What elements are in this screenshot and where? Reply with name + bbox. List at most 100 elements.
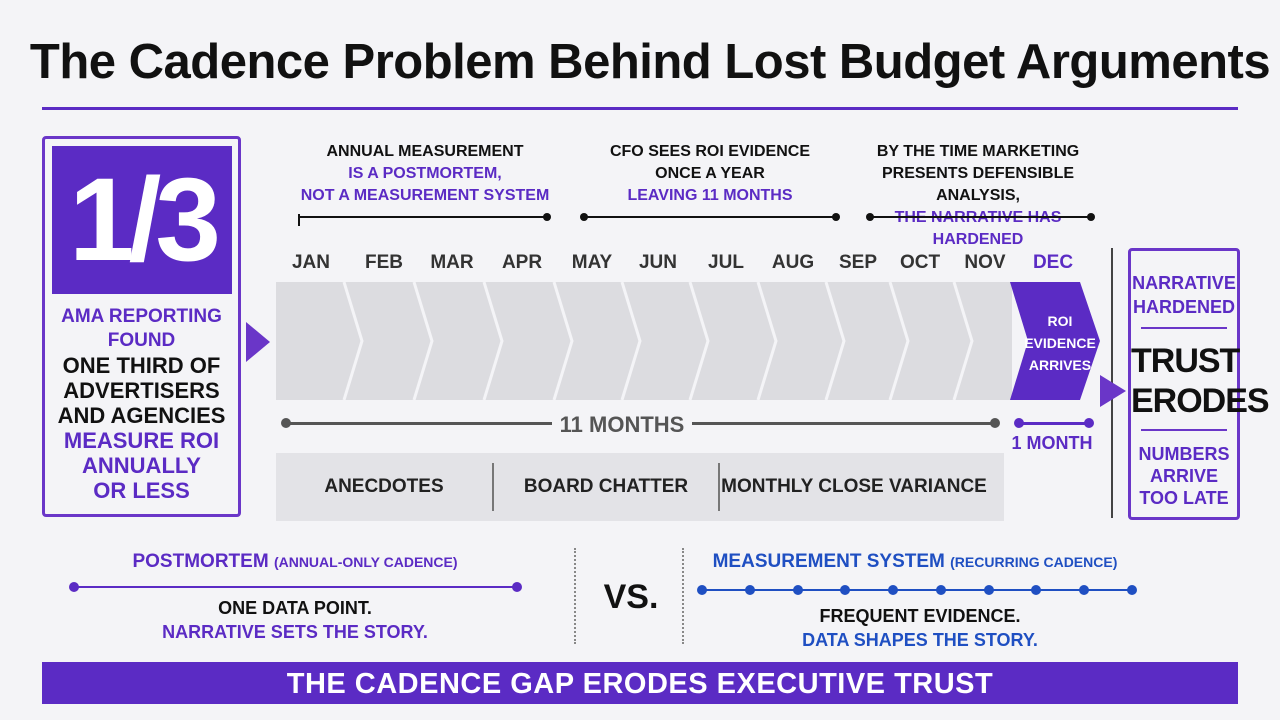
one-month-label: 1 MONTH: [1011, 433, 1093, 453]
arrow-right-icon: [246, 322, 270, 362]
vs-label: VS.: [603, 578, 659, 616]
measurement-dot: [1127, 585, 1137, 595]
bracket-line: [584, 216, 836, 218]
month-span-dot: [1084, 418, 1094, 428]
page-title: The Cadence Problem Behind Lost Budget A…: [29, 35, 1271, 89]
measurement-dot: [1031, 585, 1042, 595]
month-chevron-band: [276, 282, 1100, 400]
month-label-oct: OCT: [899, 252, 941, 273]
divider-dotted: [574, 548, 576, 644]
month-span-line: [1018, 422, 1088, 425]
footer-banner: THE CADENCE GAP ERODES EXECUTIVE TRUST: [42, 662, 1238, 704]
measurement-dot: [840, 585, 851, 595]
trust-card-line: NUMBERS: [1138, 444, 1230, 464]
stat-line: ONE THIRD OF: [62, 353, 221, 378]
title-divider: [42, 107, 1238, 110]
bracket-dot: [543, 213, 551, 221]
divider-dotted: [682, 548, 684, 644]
signal-divider: [492, 463, 494, 511]
month-label-mar: MAR: [430, 252, 474, 273]
eleven-months-label: 11 MONTHS: [559, 412, 685, 437]
month-label-nov: NOV: [964, 252, 1006, 273]
trust-card-line: TRUST: [1131, 342, 1240, 380]
stat-card: 1/3 AMA REPORTING FOUND ONE THIRD OF ADV…: [42, 136, 241, 517]
callout-cfo: CFO SEES ROI EVIDENCE ONCE A YEAR LEAVIN…: [580, 141, 840, 207]
callout-postmortem: ANNUAL MEASUREMENT IS A POSTMORTEM, NOT …: [300, 141, 550, 207]
chevron-band-fill: [276, 282, 1012, 400]
postmortem-line-2: NARRATIVE SETS THE STORY.: [162, 622, 428, 642]
trust-card-bottom: NUMBERS ARRIVE TOO LATE: [1131, 443, 1237, 509]
measurement-line-1: FREQUENT EVIDENCE.: [819, 606, 1021, 626]
signal-board-chatter: BOARD CHATTER: [523, 476, 689, 497]
trust-card-divider: [1141, 429, 1227, 431]
stat-description: AMA REPORTING FOUND ONE THIRD OF ADVERTI…: [45, 305, 238, 503]
trust-card-line: ARRIVE: [1149, 466, 1218, 486]
postmortem-line-1: ONE DATA POINT.: [218, 598, 372, 618]
postmortem-text: ONE DATA POINT. NARRATIVE SETS THE STORY…: [100, 596, 490, 644]
postmortem-title: POSTMORTEM: [132, 551, 269, 572]
signal-anecdotes: ANECDOTES: [324, 476, 444, 497]
measurement-dot: [744, 585, 755, 595]
callout-narrative: BY THE TIME MARKETING PRESENTS DEFENSIBL…: [858, 141, 1098, 251]
measurement-title: MEASUREMENT SYSTEM: [712, 551, 945, 572]
stat-line: AMA REPORTING: [61, 306, 222, 327]
measurement-subtitle: (RECURRING CADENCE): [950, 554, 1118, 570]
month-label-jun: JUN: [638, 252, 677, 273]
callout-line: IS A POSTMORTEM,: [348, 165, 502, 182]
postmortem-heading: POSTMORTEM (ANNUAL-ONLY CADENCE): [70, 551, 520, 573]
stat-line: OR LESS: [93, 478, 190, 503]
measurement-line: [702, 589, 1130, 591]
postmortem-line: [73, 586, 515, 588]
bracket-dot: [1087, 213, 1095, 221]
arrow-right-icon: [1100, 375, 1126, 407]
dec-label-line: EVIDENCE: [1024, 335, 1096, 351]
span-line: [286, 422, 552, 425]
trust-card-divider: [1141, 327, 1227, 329]
stat-line: ADVERTISERS: [63, 378, 220, 403]
measurement-dot: [697, 585, 707, 595]
trust-card: NARRATIVE HARDENED TRUST ERODES NUMBERS …: [1128, 248, 1270, 520]
measurement-dot: [983, 585, 994, 595]
signal-divider: [718, 463, 720, 511]
span-line: [692, 422, 994, 425]
stat-line: MEASURE ROI: [63, 428, 220, 453]
dec-label-line: ROI: [1047, 313, 1073, 329]
callout-line: ANNUAL MEASUREMENT: [326, 143, 524, 160]
trust-card-line: TOO LATE: [1139, 488, 1229, 508]
trust-card-line: ERODES: [1131, 382, 1270, 420]
bracket-line: [298, 216, 546, 218]
stat-line: FOUND: [107, 330, 176, 351]
callout-line: BY THE TIME MARKETING: [876, 143, 1080, 160]
signals-bar: ANECDOTES BOARD CHATTER MONTHLY CLOSE VA…: [276, 453, 1004, 521]
trust-card-line: HARDENED: [1132, 297, 1235, 317]
measurement-dot: [888, 585, 899, 595]
callout-line: LEAVING 11 MONTHS: [627, 187, 793, 204]
postmortem-dot: [512, 582, 522, 592]
month-label-dec: DEC: [1032, 252, 1074, 273]
month-label-jan: JAN: [291, 252, 330, 273]
measurement-dot: [792, 585, 803, 595]
callout-line: ONCE A YEAR: [655, 165, 765, 182]
callout-line: NOT A MEASUREMENT SYSTEM: [300, 187, 550, 204]
callout-line: PRESENTS DEFENSIBLE ANALYSIS,: [881, 165, 1075, 204]
month-label-jul: JUL: [708, 252, 744, 273]
stat-line: ANNUALLY: [82, 453, 201, 478]
measurement-dot: [1079, 585, 1090, 595]
dec-chevron-label: ROI EVIDENCE ARRIVES: [1020, 310, 1100, 376]
bracket-tick: [298, 214, 300, 226]
callout-line: CFO SEES ROI EVIDENCE: [609, 143, 811, 160]
bracket-line: [870, 216, 1090, 218]
month-label-feb: FEB: [365, 252, 403, 273]
span-end-dot: [990, 418, 1000, 428]
month-label-sep: SEP: [838, 252, 878, 273]
month-label-apr: APR: [501, 252, 543, 273]
stat-value: 1/3: [52, 146, 232, 294]
measurement-line-2: DATA SHAPES THE STORY.: [802, 630, 1038, 650]
signal-monthly-close: MONTHLY CLOSE VARIANCE: [721, 476, 987, 497]
trust-card-top: NARRATIVE HARDENED: [1131, 271, 1237, 319]
chevron-dividers: [342, 282, 974, 400]
month-label-aug: AUG: [771, 252, 815, 273]
month-label-may: MAY: [571, 252, 613, 273]
trust-card-line: NARRATIVE: [1132, 273, 1236, 293]
bracket-dot: [832, 213, 840, 221]
